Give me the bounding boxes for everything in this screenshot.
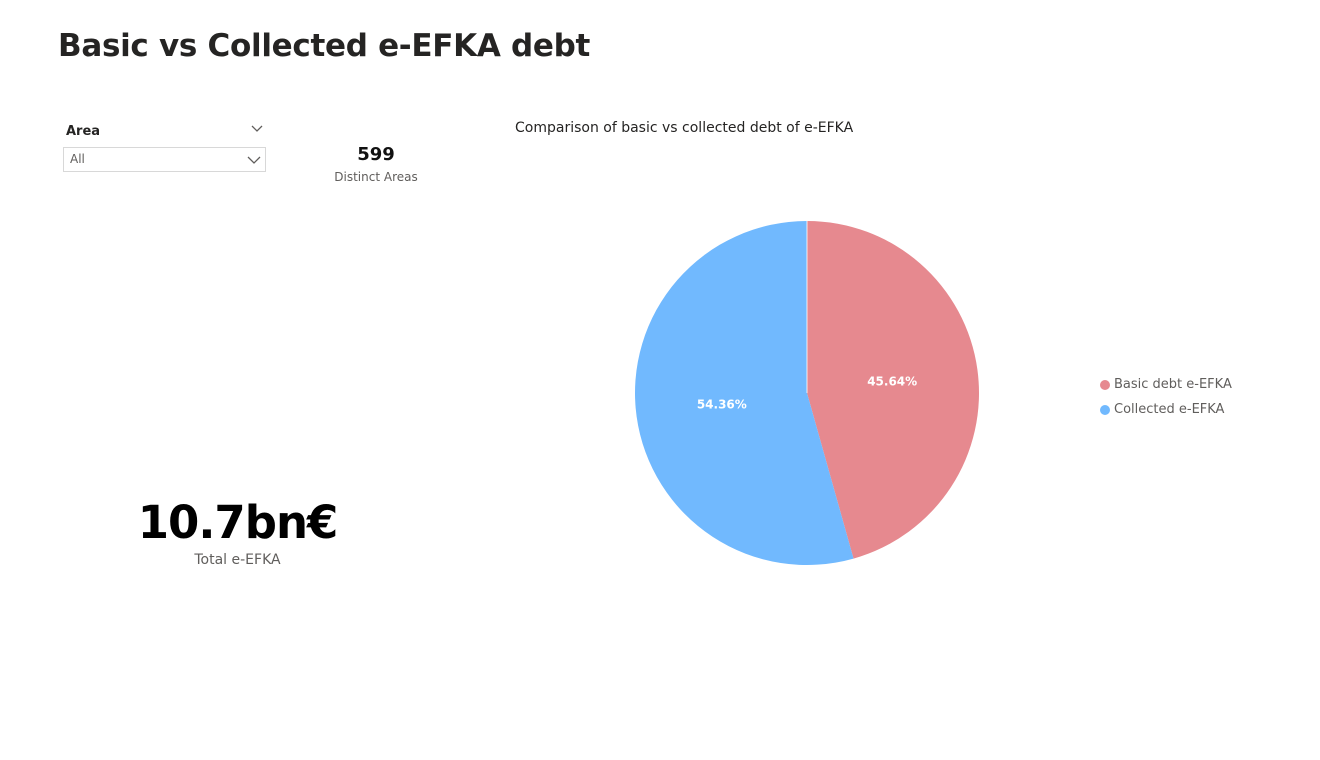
total-value: 10.7bn€ [137, 496, 339, 549]
chart-title: Comparison of basic vs collected debt of… [515, 120, 854, 136]
slicer-header[interactable]: Area [63, 120, 266, 144]
legend-label-1: Collected e-EFKA [1114, 402, 1225, 417]
total-label: Total e-EFKA [194, 552, 281, 568]
legend-dot-icon [1100, 379, 1110, 390]
legend-dot-icon [1100, 404, 1110, 415]
pie-slice-0[interactable] [807, 221, 980, 559]
pie-slice-label-1: 54.36% [697, 398, 747, 412]
area-dropdown[interactable]: All [63, 147, 266, 172]
pie-chart: 45.64% 54.36% [635, 221, 980, 565]
distinct-areas-label: Distinct Areas [334, 170, 418, 184]
area-slicer: Area All [63, 120, 266, 172]
chevron-down-icon[interactable] [250, 122, 264, 136]
pie-slice-1[interactable] [635, 221, 854, 565]
area-dropdown-value: All [70, 152, 85, 166]
page-title: Basic vs Collected e-EFKA debt [58, 28, 591, 64]
legend-label-0: Basic debt e-EFKA [1114, 377, 1232, 392]
pie-slice-label-0: 45.64% [867, 374, 917, 388]
slicer-label: Area [66, 124, 101, 139]
total-card: 10.7bn€ Total e-EFKA [110, 494, 365, 568]
legend-item-0[interactable]: Basic debt e-EFKA [1100, 372, 1232, 397]
legend-item-1[interactable]: Collected e-EFKA [1100, 397, 1232, 422]
distinct-areas-value: 599 [357, 144, 395, 165]
chart-legend: Basic debt e-EFKA Collected e-EFKA [1100, 372, 1232, 422]
distinct-areas-card: 599 Distinct Areas [316, 143, 436, 184]
chevron-down-icon [247, 156, 261, 164]
